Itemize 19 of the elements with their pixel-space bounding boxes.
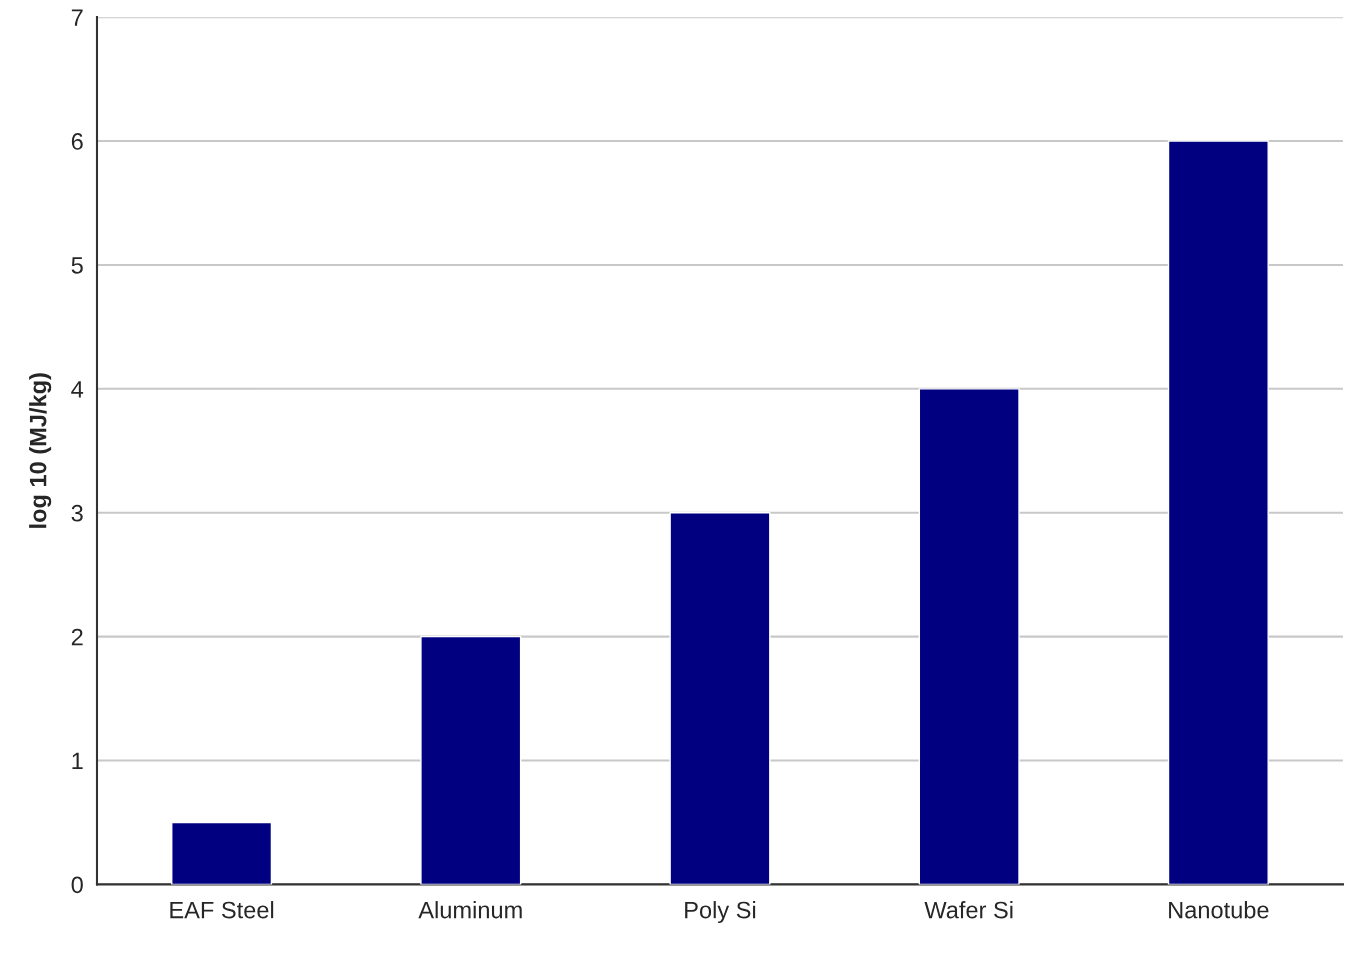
- x-tick-label: Nanotube: [1169, 901, 1269, 919]
- y-tick-label: 0: [71, 876, 83, 894]
- x-tick-label: Poly Si: [685, 901, 756, 924]
- x-tick-label: Aluminum: [418, 901, 522, 919]
- y-axis-title: log 10 (MJ/kg): [29, 373, 52, 528]
- bar: [1167, 140, 1269, 885]
- y-tick-label: 7: [71, 9, 83, 26]
- bar: [420, 635, 522, 885]
- y-tick-label: 5: [71, 257, 83, 274]
- bar: [171, 821, 273, 885]
- x-tick-label: Wafer Si: [924, 901, 1013, 919]
- x-tick-label: EAF Steel: [170, 901, 274, 919]
- y-tick-label: 2: [71, 628, 83, 646]
- y-tick-label: 3: [71, 504, 83, 522]
- y-tick-label: 4: [71, 381, 84, 398]
- y-tick-label: 6: [71, 133, 83, 150]
- bar: [918, 388, 1020, 885]
- bar: [669, 512, 771, 885]
- y-tick-label: 1: [72, 752, 83, 770]
